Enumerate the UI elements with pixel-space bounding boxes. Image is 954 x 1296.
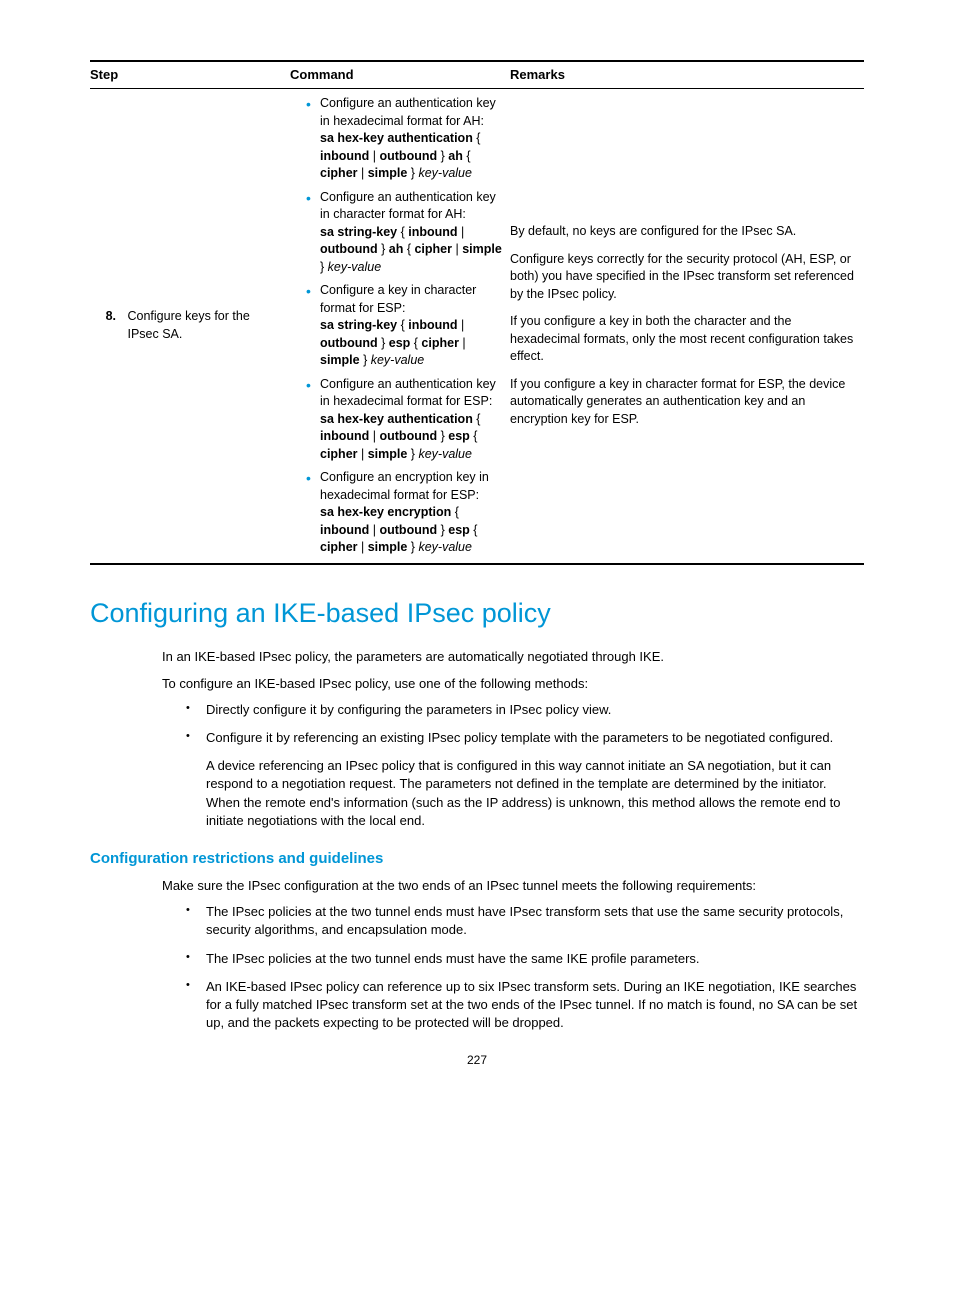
list-item: The IPsec policies at the two tunnel end… bbox=[192, 950, 864, 968]
method-list: Directly configure it by configuring the… bbox=[162, 701, 864, 830]
cell-remarks: By default, no keys are configured for t… bbox=[510, 89, 864, 564]
command-item: Configure an encryption key in hexadecim… bbox=[306, 469, 504, 557]
req-intro: Make sure the IPsec configuration at the… bbox=[162, 877, 864, 895]
config-table: Step Command Remarks 8. Configure keys f… bbox=[90, 60, 864, 565]
th-step: Step bbox=[90, 61, 290, 89]
intro-p1: In an IKE-based IPsec policy, the parame… bbox=[162, 648, 864, 666]
command-item: Configure an authentication key in hexad… bbox=[306, 376, 504, 464]
page-number: 227 bbox=[90, 1052, 864, 1069]
command-syntax: sa hex-key encryption { inbound | outbou… bbox=[320, 504, 504, 557]
section-body: In an IKE-based IPsec policy, the parame… bbox=[162, 648, 864, 830]
list-item: The IPsec policies at the two tunnel end… bbox=[192, 903, 864, 939]
command-intro: Configure an authentication key in hexad… bbox=[320, 95, 504, 130]
command-item: Configure a key in character format for … bbox=[306, 282, 504, 370]
list-item-detail: A device referencing an IPsec policy tha… bbox=[206, 757, 864, 830]
th-command: Command bbox=[290, 61, 510, 89]
cell-command: Configure an authentication key in hexad… bbox=[290, 89, 510, 564]
subsection-title: Configuration restrictions and guideline… bbox=[90, 848, 864, 869]
list-item: Directly configure it by configuring the… bbox=[192, 701, 864, 719]
step-number: 8. bbox=[90, 308, 116, 326]
command-item: Configure an authentication key in hexad… bbox=[306, 95, 504, 183]
remark-paragraph: By default, no keys are configured for t… bbox=[510, 223, 858, 241]
section-title: Configuring an IKE-based IPsec policy bbox=[90, 595, 864, 633]
intro-p2: To configure an IKE-based IPsec policy, … bbox=[162, 675, 864, 693]
remark-paragraph: Configure keys correctly for the securit… bbox=[510, 251, 858, 304]
list-item: Configure it by referencing an existing … bbox=[192, 729, 864, 830]
command-syntax: sa hex-key authentication { inbound | ou… bbox=[320, 411, 504, 464]
command-intro: Configure a key in character format for … bbox=[320, 282, 504, 317]
remark-paragraph: If you configure a key in both the chara… bbox=[510, 313, 858, 366]
subsection-body: Make sure the IPsec configuration at the… bbox=[162, 877, 864, 1032]
step-text: Configure keys for the IPsec SA. bbox=[119, 308, 257, 343]
cell-step: 8. Configure keys for the IPsec SA. bbox=[90, 89, 290, 564]
requirements-list: The IPsec policies at the two tunnel end… bbox=[162, 903, 864, 1032]
command-syntax: sa hex-key authentication { inbound | ou… bbox=[320, 130, 504, 183]
command-item: Configure an authentication key in chara… bbox=[306, 189, 504, 277]
command-intro: Configure an authentication key in hexad… bbox=[320, 376, 504, 411]
list-item: An IKE-based IPsec policy can reference … bbox=[192, 978, 864, 1033]
table-row: 8. Configure keys for the IPsec SA. Conf… bbox=[90, 89, 864, 564]
command-syntax: sa string-key { inbound | outbound } ah … bbox=[320, 224, 504, 277]
command-intro: Configure an encryption key in hexadecim… bbox=[320, 469, 504, 504]
th-remarks: Remarks bbox=[510, 61, 864, 89]
command-intro: Configure an authentication key in chara… bbox=[320, 189, 504, 224]
command-syntax: sa string-key { inbound | outbound } esp… bbox=[320, 317, 504, 370]
remark-paragraph: If you configure a key in character form… bbox=[510, 376, 858, 429]
